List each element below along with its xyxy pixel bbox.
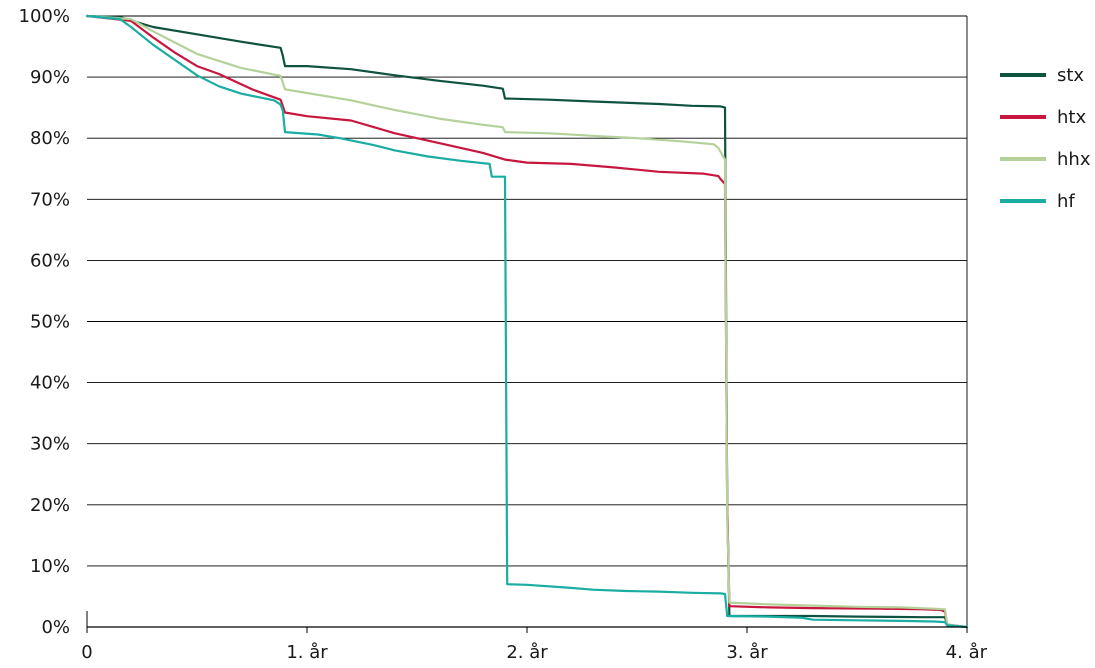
series-line-hhx <box>85 14 969 629</box>
y-tick-label: 10% <box>30 556 70 577</box>
series-line-stx <box>85 14 969 629</box>
axes: 0% 10% 20% 30% 40% 50% 60% 70% 80% 90% 100% 0 1. år 2… <box>19 6 988 663</box>
y-tick-label: 50% <box>30 312 70 333</box>
series-line-hf <box>85 14 969 629</box>
y-tick-label: 100% <box>19 6 70 27</box>
legend-label-hhx: hhx <box>1057 149 1091 170</box>
grid <box>87 15 968 627</box>
x-tick-label: 1. år <box>286 642 328 663</box>
y-tick-label: 80% <box>30 128 70 149</box>
y-tick-label: 30% <box>30 434 70 455</box>
series-line-htx <box>85 14 969 629</box>
y-tick-label: 90% <box>30 67 70 88</box>
y-tick-label: 0% <box>41 617 70 638</box>
legend: stx htx hhx hf <box>1000 65 1091 212</box>
x-tick-label: 3. år <box>726 642 768 663</box>
y-tick-label: 40% <box>30 373 70 394</box>
y-tick-label: 20% <box>30 495 70 516</box>
x-tick-label: 4. år <box>946 642 988 663</box>
y-tick-label: 70% <box>30 189 70 210</box>
legend-label-htx: htx <box>1057 107 1086 128</box>
x-tick-label: 2. år <box>506 642 548 663</box>
legend-label-stx: stx <box>1057 65 1084 86</box>
x-tick-label: 0 <box>81 642 92 663</box>
y-tick-label: 60% <box>30 250 70 271</box>
series-lines <box>85 14 969 629</box>
legend-label-hf: hf <box>1057 191 1075 212</box>
